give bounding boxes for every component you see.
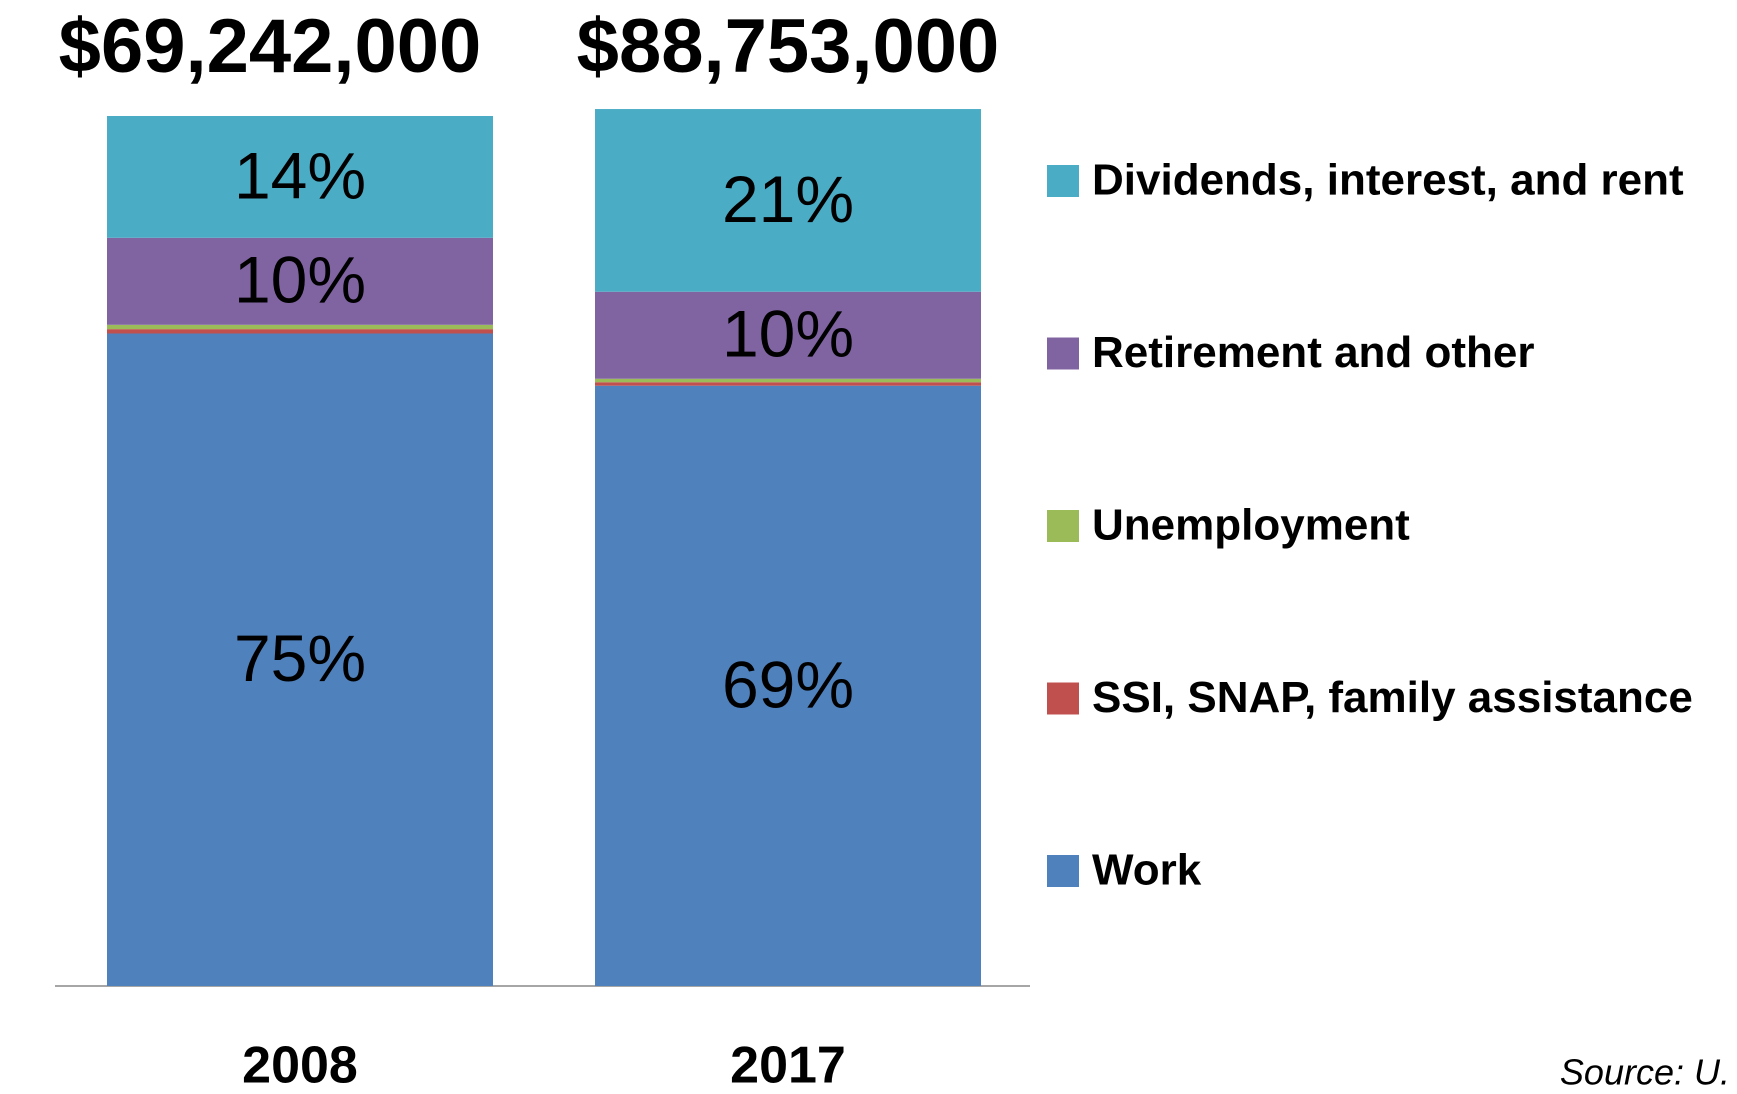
x-tick-label: 2008: [242, 1037, 358, 1094]
legend-swatch: [1047, 337, 1079, 370]
bar-segment: [107, 333, 493, 986]
bar-segment: [595, 378, 981, 383]
total-label: $69,242,000: [59, 4, 482, 89]
legend-swatch: [1047, 510, 1079, 542]
data-label: 75%: [234, 621, 366, 695]
legend-label: Work: [1092, 846, 1202, 895]
legend-label: SSI, SNAP, family assistance: [1092, 673, 1693, 722]
legend-swatch: [1047, 165, 1079, 197]
bar-segment: [595, 382, 981, 386]
bar-segment: [107, 237, 493, 325]
legend-label: Unemployment: [1092, 501, 1410, 550]
legend-label: Dividends, interest, and rent: [1092, 156, 1684, 205]
data-label: 69%: [722, 647, 854, 721]
data-label: 21%: [722, 162, 854, 236]
bar-segment: [107, 324, 493, 330]
x-tick-label: 2017: [730, 1037, 846, 1094]
bar-segment: [107, 116, 493, 238]
data-label: 10%: [722, 297, 854, 371]
bar-segment: [595, 291, 981, 379]
bar-segment: [595, 385, 981, 986]
legend-swatch: [1047, 682, 1079, 715]
legend-swatch: [1047, 855, 1079, 887]
total-label: $88,753,000: [577, 4, 1000, 89]
legend-label: Retirement and other: [1092, 328, 1535, 377]
bar-segment: [595, 109, 981, 292]
data-label: 10%: [234, 243, 366, 317]
data-label: 14%: [234, 138, 366, 212]
bar-segment: [107, 329, 493, 334]
source: Source: U.: [1560, 1052, 1730, 1093]
